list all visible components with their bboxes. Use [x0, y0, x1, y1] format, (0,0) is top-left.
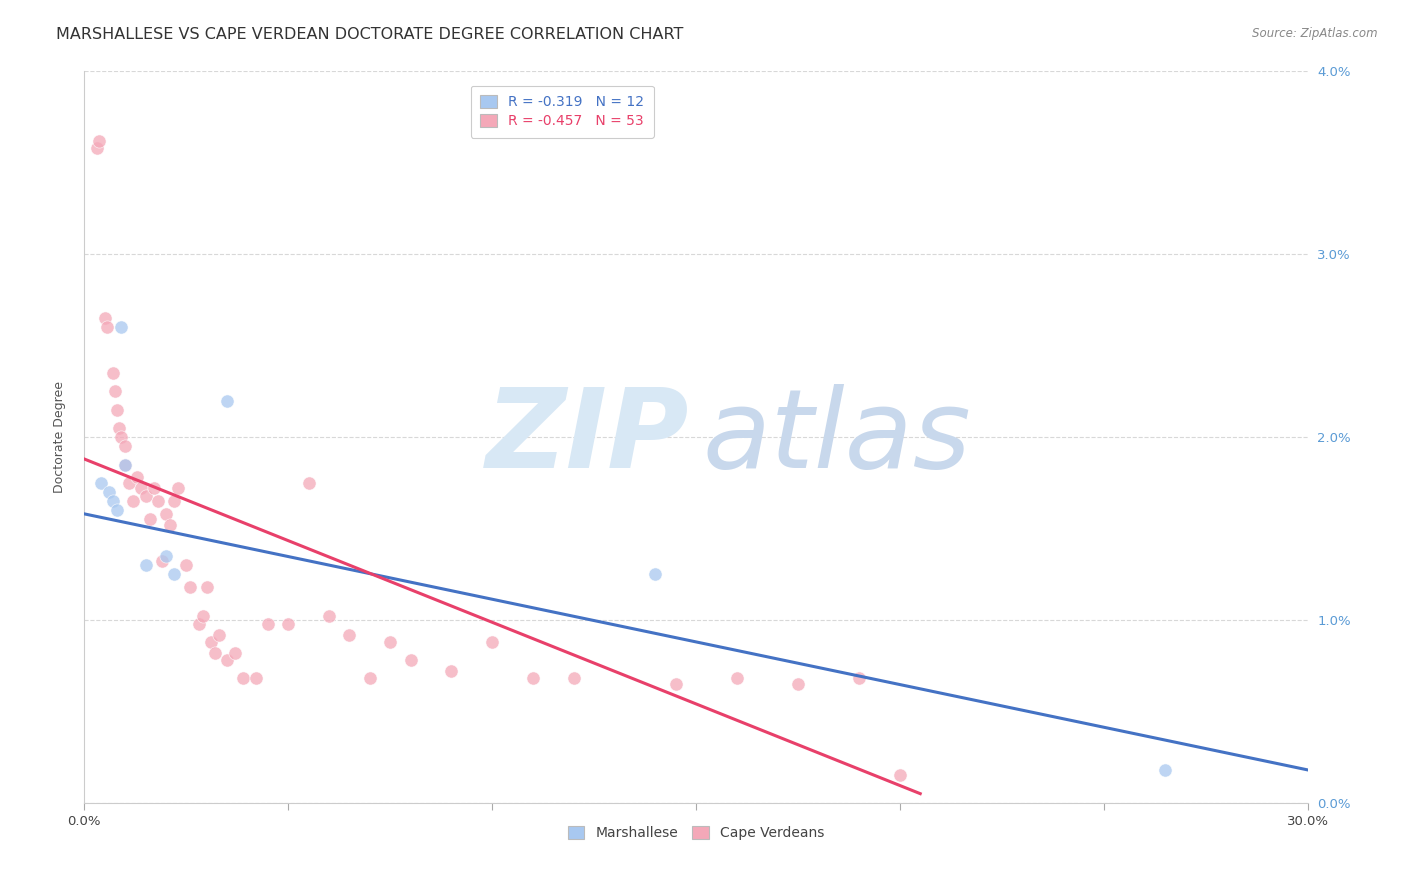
Point: [665, 677, 688, 691]
Point: [787, 677, 810, 691]
Point: [725, 672, 748, 686]
Point: [204, 646, 226, 660]
Point: [122, 494, 145, 508]
Text: MARSHALLESE VS CAPE VERDEAN DOCTORATE DEGREE CORRELATION CHART: MARSHALLESE VS CAPE VERDEAN DOCTORATE DE…: [56, 27, 683, 42]
Point: [1154, 763, 1177, 777]
Point: [481, 635, 503, 649]
Point: [155, 549, 177, 563]
Point: [217, 393, 239, 408]
Point: [217, 653, 239, 667]
Point: [97, 485, 120, 500]
Point: [167, 481, 190, 495]
Point: [86, 141, 108, 155]
Point: [224, 646, 246, 660]
Point: [889, 768, 911, 782]
Legend: Marshallese, Cape Verdeans: Marshallese, Cape Verdeans: [561, 819, 831, 847]
Point: [135, 489, 157, 503]
Point: [159, 517, 181, 532]
Point: [848, 672, 870, 686]
Point: [257, 616, 280, 631]
Point: [105, 503, 128, 517]
Point: [179, 580, 201, 594]
Point: [150, 554, 173, 568]
Point: [93, 311, 115, 326]
Point: [146, 494, 169, 508]
Point: [87, 134, 110, 148]
Point: [118, 475, 141, 490]
Point: [114, 458, 136, 472]
Point: [90, 475, 112, 490]
Point: [101, 366, 124, 380]
Point: [232, 672, 254, 686]
Point: [96, 320, 118, 334]
Point: [380, 635, 402, 649]
Point: [105, 402, 128, 417]
Point: [339, 627, 361, 641]
Point: [195, 580, 218, 594]
Text: Source: ZipAtlas.com: Source: ZipAtlas.com: [1253, 27, 1378, 40]
Y-axis label: Doctorate Degree: Doctorate Degree: [53, 381, 66, 493]
Text: ZIP: ZIP: [486, 384, 690, 491]
Point: [440, 664, 463, 678]
Point: [131, 481, 153, 495]
Point: [562, 672, 585, 686]
Point: [110, 320, 132, 334]
Point: [200, 635, 222, 649]
Point: [108, 421, 131, 435]
Point: [399, 653, 422, 667]
Point: [298, 475, 321, 490]
Point: [114, 439, 136, 453]
Point: [163, 494, 186, 508]
Point: [277, 616, 299, 631]
Text: atlas: atlas: [702, 384, 970, 491]
Point: [163, 567, 186, 582]
Point: [208, 627, 231, 641]
Point: [522, 672, 544, 686]
Point: [138, 512, 160, 526]
Point: [110, 430, 132, 444]
Point: [318, 609, 340, 624]
Point: [187, 616, 209, 631]
Point: [135, 558, 157, 573]
Point: [104, 384, 127, 399]
Point: [174, 558, 197, 573]
Point: [191, 609, 214, 624]
Point: [101, 494, 124, 508]
Point: [114, 458, 136, 472]
Point: [245, 672, 267, 686]
Point: [644, 567, 666, 582]
Point: [127, 470, 149, 484]
Point: [142, 481, 165, 495]
Point: [155, 507, 177, 521]
Point: [359, 672, 381, 686]
